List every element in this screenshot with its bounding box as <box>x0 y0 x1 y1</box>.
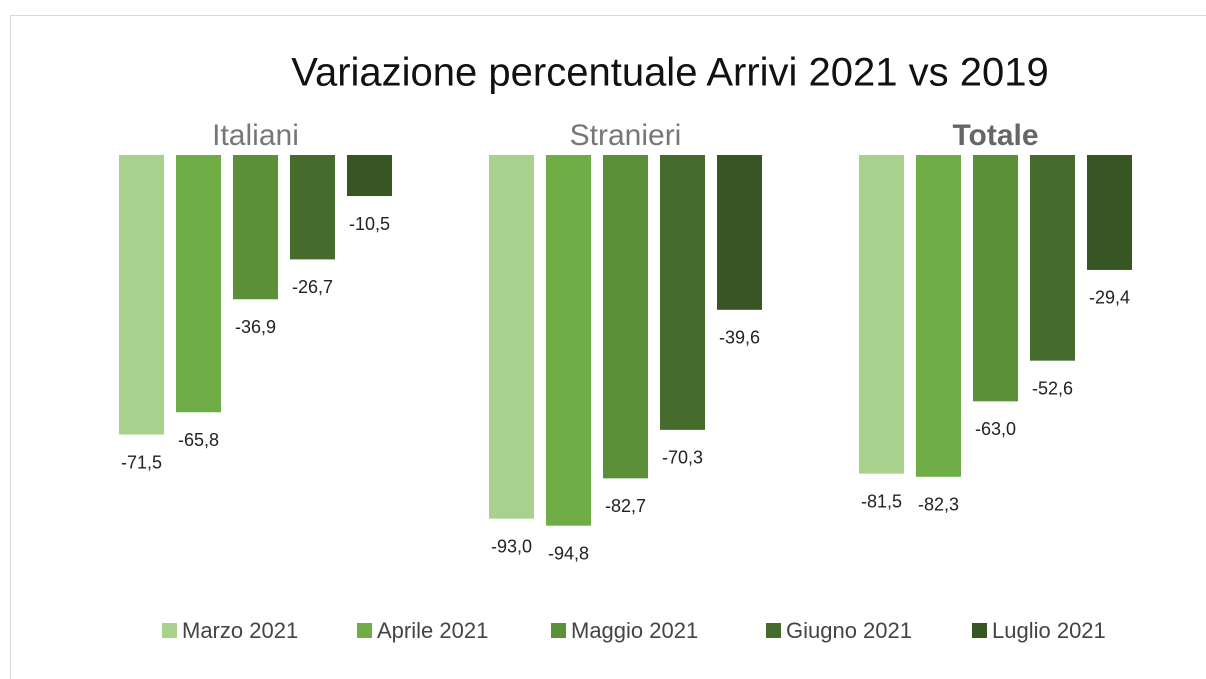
bar <box>973 155 1018 402</box>
data-label: -71,5 <box>121 452 162 472</box>
bar <box>233 155 278 300</box>
legend-label: Maggio 2021 <box>571 618 698 643</box>
legend-label: Luglio 2021 <box>992 618 1106 643</box>
legend-swatch <box>357 623 372 638</box>
bar <box>859 155 904 474</box>
legend-swatch <box>551 623 566 638</box>
bar <box>603 155 648 479</box>
legend-label: Marzo 2021 <box>182 618 298 643</box>
data-label: -94,8 <box>548 543 589 563</box>
category-label: Italiani <box>212 119 299 152</box>
data-label: -26,7 <box>292 277 333 297</box>
category-label: Stranieri <box>570 119 682 152</box>
data-label: -82,7 <box>605 496 646 516</box>
legend-swatch <box>972 623 987 638</box>
data-label: -81,5 <box>861 491 902 511</box>
data-label: -65,8 <box>178 430 219 450</box>
bar <box>916 155 961 477</box>
bar <box>347 155 392 197</box>
legend-swatch <box>766 623 781 638</box>
data-label: -39,6 <box>719 328 760 348</box>
bar <box>1030 155 1075 361</box>
bar <box>546 155 591 526</box>
data-label: -10,5 <box>349 214 390 234</box>
bar <box>717 155 762 310</box>
data-label: -82,3 <box>918 495 959 515</box>
bar <box>176 155 221 413</box>
data-label: -52,6 <box>1032 378 1073 398</box>
data-label: -93,0 <box>491 536 532 556</box>
category-label: Totale <box>952 119 1038 152</box>
bar <box>660 155 705 430</box>
bar <box>489 155 534 519</box>
data-label: -63,0 <box>975 419 1016 439</box>
legend-label: Giugno 2021 <box>786 618 912 643</box>
legend-swatch <box>162 623 177 638</box>
legend-label: Aprile 2021 <box>377 618 488 643</box>
bar <box>119 155 164 435</box>
data-label: -29,4 <box>1089 288 1130 308</box>
data-label: -70,3 <box>662 448 703 468</box>
data-label: -36,9 <box>235 317 276 337</box>
chart-title: Variazione percentuale Arrivi 2021 vs 20… <box>291 51 1049 95</box>
bar <box>290 155 335 260</box>
bar <box>1087 155 1132 270</box>
